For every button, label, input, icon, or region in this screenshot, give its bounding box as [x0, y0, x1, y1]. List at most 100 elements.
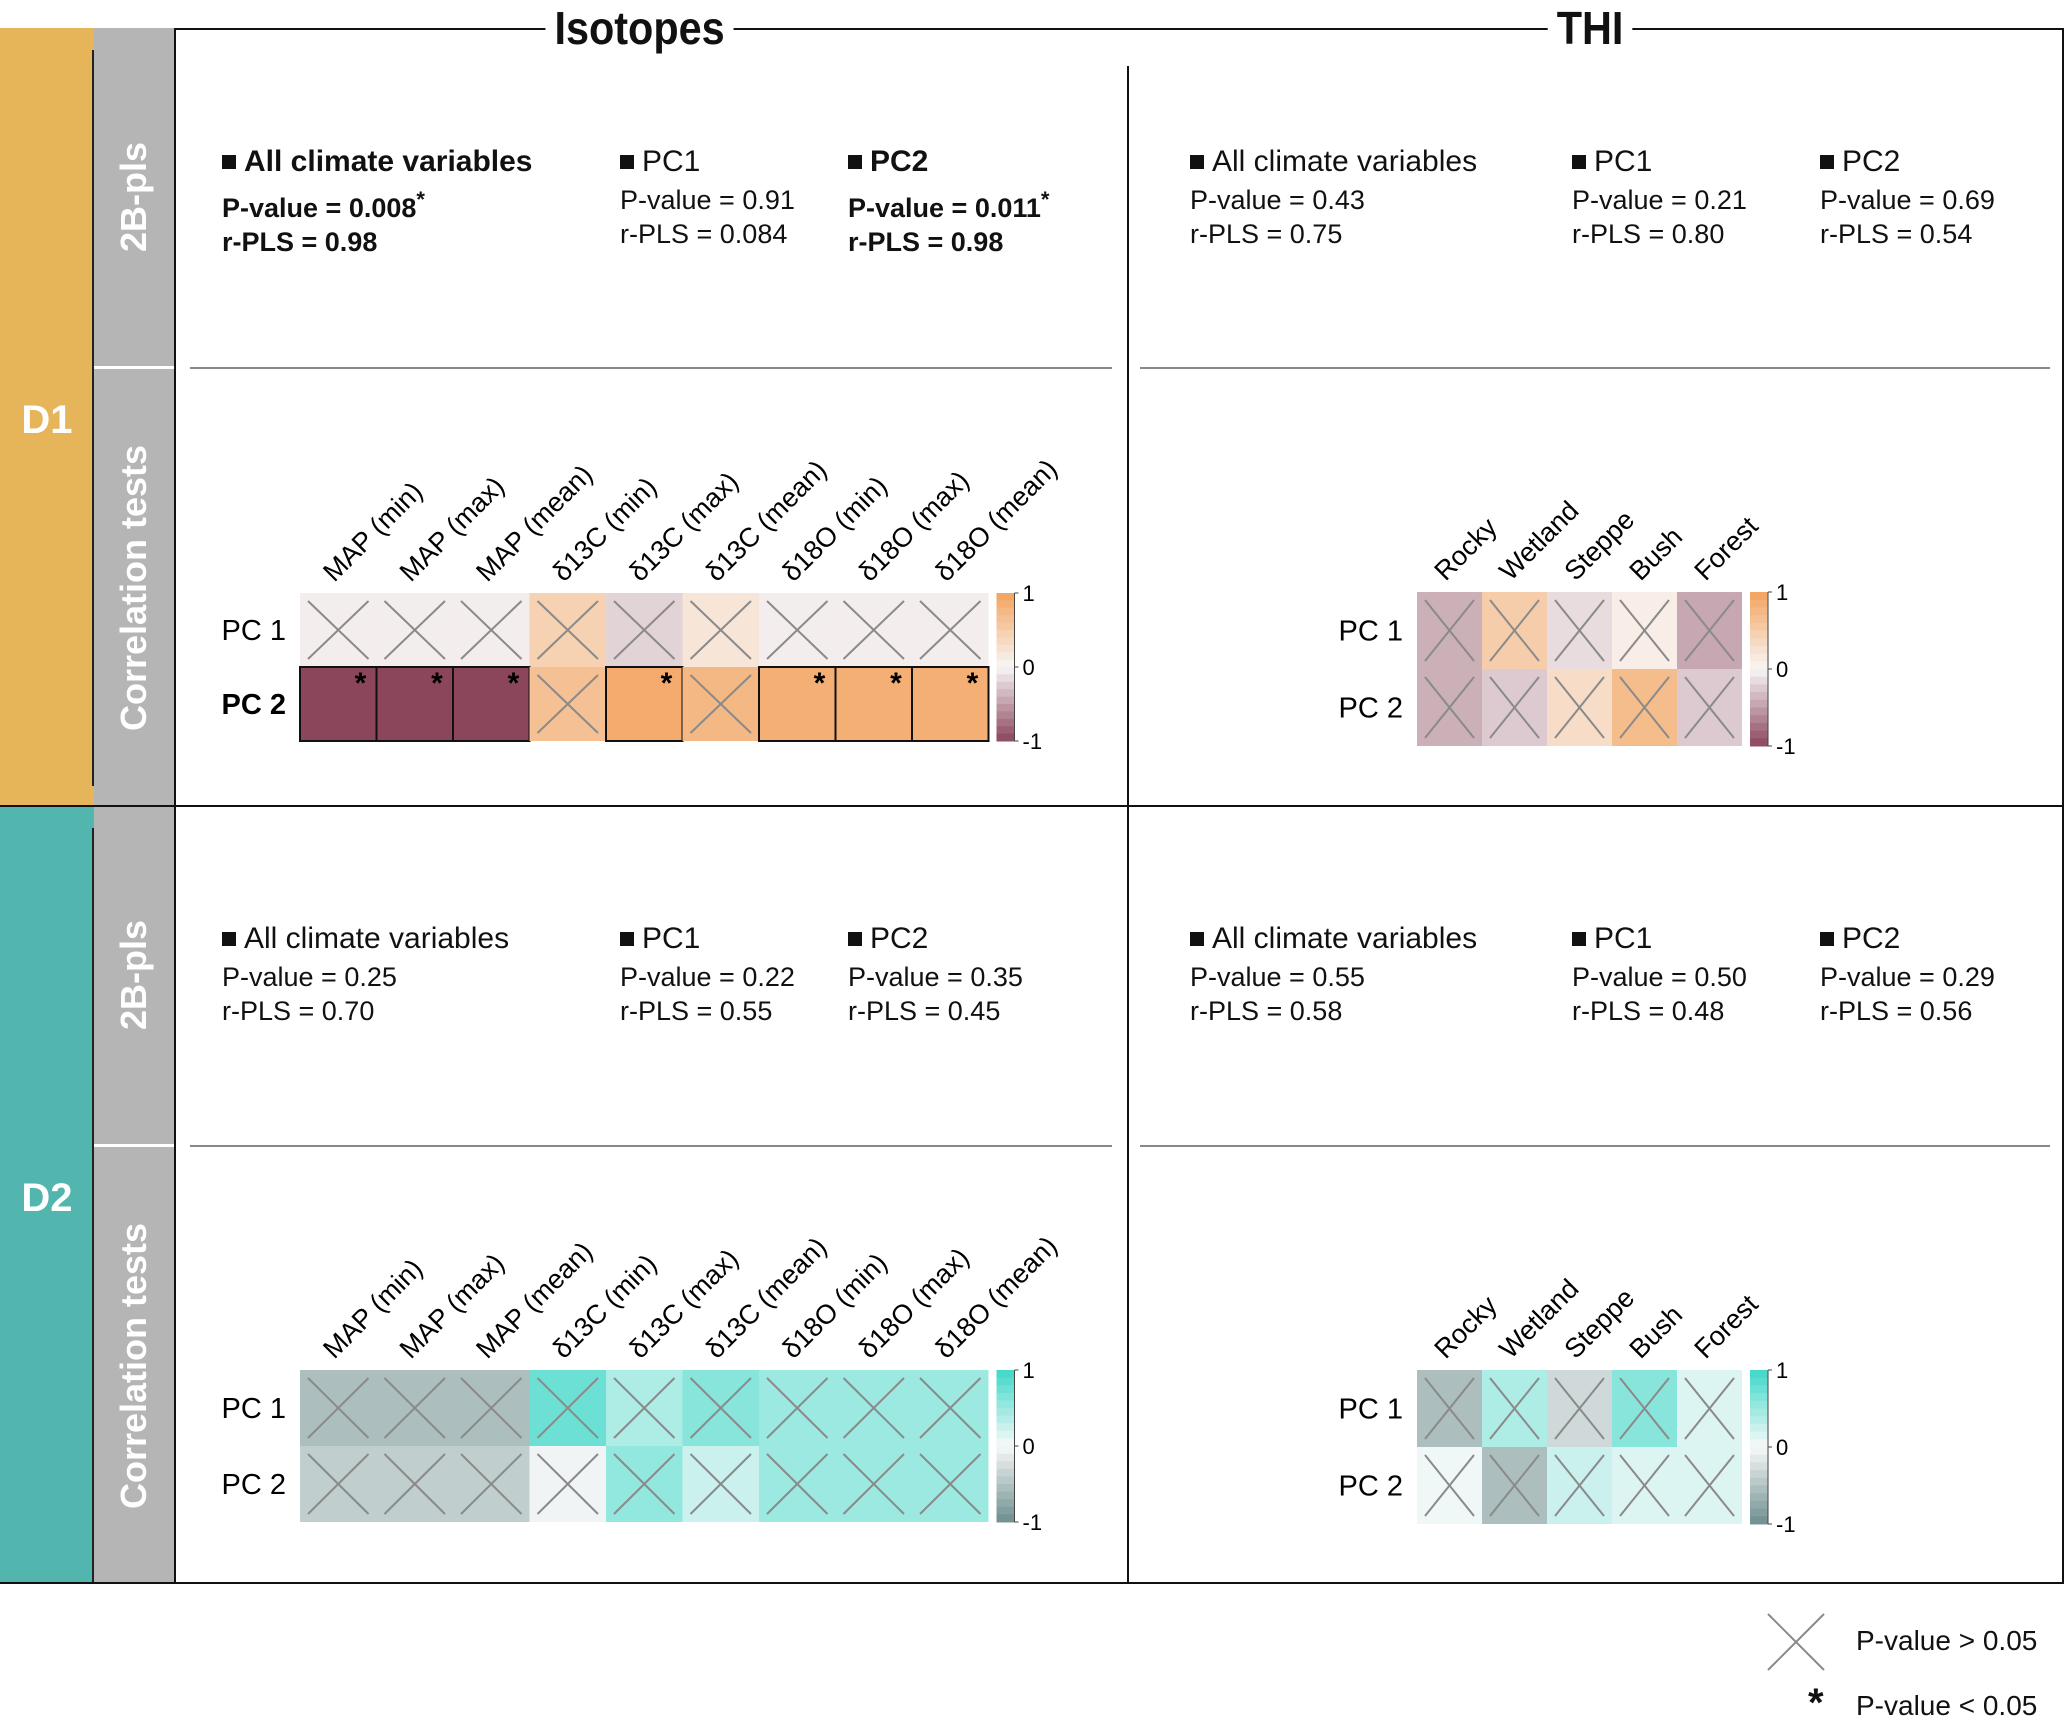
band-label-d2: D2: [21, 1176, 73, 1220]
square-bullet-icon: [222, 155, 236, 169]
cross-stroke: [766, 600, 829, 660]
legend-star-icon: *: [1808, 1681, 1824, 1725]
p-value: P-value = 0.50: [1572, 962, 1747, 992]
r-pls-value: r-PLS = 0.80: [1572, 219, 1725, 249]
colorbar-segment: [996, 1476, 1015, 1485]
cross-icon: [536, 674, 599, 734]
colorbar-segment: [1750, 1377, 1768, 1386]
pls-stat-d1-thi-0: All climate variables P-value = 0.43 r-PLS…: [1190, 145, 1477, 251]
cross-stroke: [1424, 599, 1475, 662]
cross-stroke: [613, 600, 676, 660]
square-bullet-icon: [1190, 932, 1204, 946]
r-pls-value: r-PLS = 0.75: [1190, 219, 1343, 249]
x-tick-label: Forest: [1689, 511, 1765, 587]
column-title-isotopes: Isotopes: [545, 2, 734, 54]
y-tick-label: PC 2: [222, 1469, 286, 1501]
colorbar-segment: [1750, 1393, 1768, 1402]
pls-stat-d1-isotopes-0: All climate variables P-value = 0.008* r-P…: [222, 145, 533, 259]
colorbar-segment: [1750, 638, 1768, 647]
colorbar-segment: [996, 1461, 1015, 1470]
cross-stroke: [1684, 1377, 1735, 1440]
colorbar-segment: [1750, 1439, 1768, 1448]
cross-stroke: [383, 1453, 446, 1515]
y-tick-label: PC 2: [1339, 693, 1403, 725]
y-tick-label: PC 2: [222, 689, 286, 721]
colorbar-segment: [996, 637, 1015, 646]
colorbar-segment: [1750, 661, 1768, 670]
r-pls-value: r-PLS = 0.98: [222, 227, 378, 257]
significance-star-icon: *: [814, 667, 826, 700]
cross-icon: [1424, 676, 1475, 739]
frame-bottom: [0, 1582, 2064, 1584]
cross-stroke: [1619, 1454, 1670, 1517]
cross-icon: [1554, 676, 1605, 739]
pls-stat-heading: PC1: [620, 922, 795, 956]
pls-stat-heading: PC2: [848, 922, 1023, 956]
colorbar-segment: [1750, 1516, 1768, 1525]
significance-star-icon: *: [355, 667, 367, 700]
colorbar-segment: [1750, 1454, 1768, 1463]
colorbar-segment: [1750, 1385, 1768, 1394]
cross-stroke: [766, 1453, 829, 1515]
pls-stat-d2-thi-1: PC1 P-value = 0.50 r-PLS = 0.48: [1572, 922, 1747, 1028]
y-tick-label: PC 1: [222, 1393, 286, 1425]
colorbar-segment: [1750, 1462, 1768, 1471]
colorbar-segment: [1750, 1485, 1768, 1494]
colorbar-segment: [1750, 615, 1768, 624]
r-pls-value: r-PLS = 0.98: [848, 227, 1004, 257]
cross-stroke: [1424, 1377, 1475, 1440]
colorbar-segment: [1750, 622, 1768, 631]
cross-icon: [1684, 1454, 1735, 1517]
frame-middle: [0, 805, 2064, 807]
colorbar-segment: [1750, 722, 1768, 732]
cross-stroke: [1684, 676, 1735, 739]
square-bullet-icon: [1572, 932, 1586, 946]
heatmap-cell: [911, 666, 990, 742]
significance-star-icon: *: [1040, 187, 1050, 212]
cross-icon: [613, 1377, 676, 1439]
cross-icon: [613, 600, 676, 660]
colorbar-segment: [996, 1370, 1015, 1379]
colorbar-segment: [996, 1415, 1015, 1424]
pls-stat-d2-isotopes-2: PC2 P-value = 0.35 r-PLS = 0.45: [848, 922, 1023, 1028]
colorbar-segment: [1750, 1508, 1768, 1517]
cross-icon: [1554, 1377, 1605, 1440]
p-value: P-value = 0.21: [1572, 185, 1747, 215]
colorbar-segment: [996, 600, 1015, 609]
colorbar-segment: [1750, 1500, 1768, 1510]
cross-stroke: [1424, 1454, 1475, 1517]
legend-star-label: P-value < 0.05: [1856, 1690, 2038, 1721]
colorbar-segment: [1750, 1470, 1768, 1479]
cross-icon: [383, 600, 446, 660]
colorbar-segment: [996, 1468, 1015, 1477]
pls-stat-title: PC2: [1842, 922, 1901, 955]
colorbar-segment: [996, 1491, 1015, 1500]
colorbar-segment: [1750, 1477, 1768, 1486]
cross-stroke: [536, 674, 599, 734]
colorbar-segment: [996, 681, 1015, 690]
colorbar-segment: [996, 1400, 1015, 1409]
y-tick-label: PC 1: [222, 615, 286, 647]
square-bullet-icon: [848, 932, 862, 946]
pls-stat-title: All climate variables: [244, 145, 533, 178]
cross-icon: [919, 600, 982, 660]
cross-icon: [1489, 599, 1540, 662]
colorbar-segment: [1750, 699, 1768, 708]
square-bullet-icon: [620, 932, 634, 946]
cross-icon: [1424, 599, 1475, 662]
cross-stroke: [689, 600, 752, 660]
colorbar-segment: [996, 1423, 1015, 1432]
heatmap-cell: [834, 666, 913, 742]
p-value: P-value = 0.69: [1820, 185, 1995, 215]
colorbar-segment: [1750, 738, 1768, 747]
cross-stroke: [842, 1377, 905, 1439]
square-bullet-icon: [1572, 155, 1586, 169]
colorbar-tick-label: 0: [1023, 655, 1035, 680]
square-bullet-icon: [1190, 155, 1204, 169]
cross-stroke: [1684, 599, 1735, 662]
y-tick-label: PC 1: [1339, 616, 1403, 648]
cross-icon: [1684, 1377, 1735, 1440]
p-value: P-value = 0.91: [620, 185, 795, 215]
sub-strip-d2-pls: 2B-pls: [94, 806, 174, 1144]
pls-stat-heading: PC2: [1820, 922, 1995, 956]
